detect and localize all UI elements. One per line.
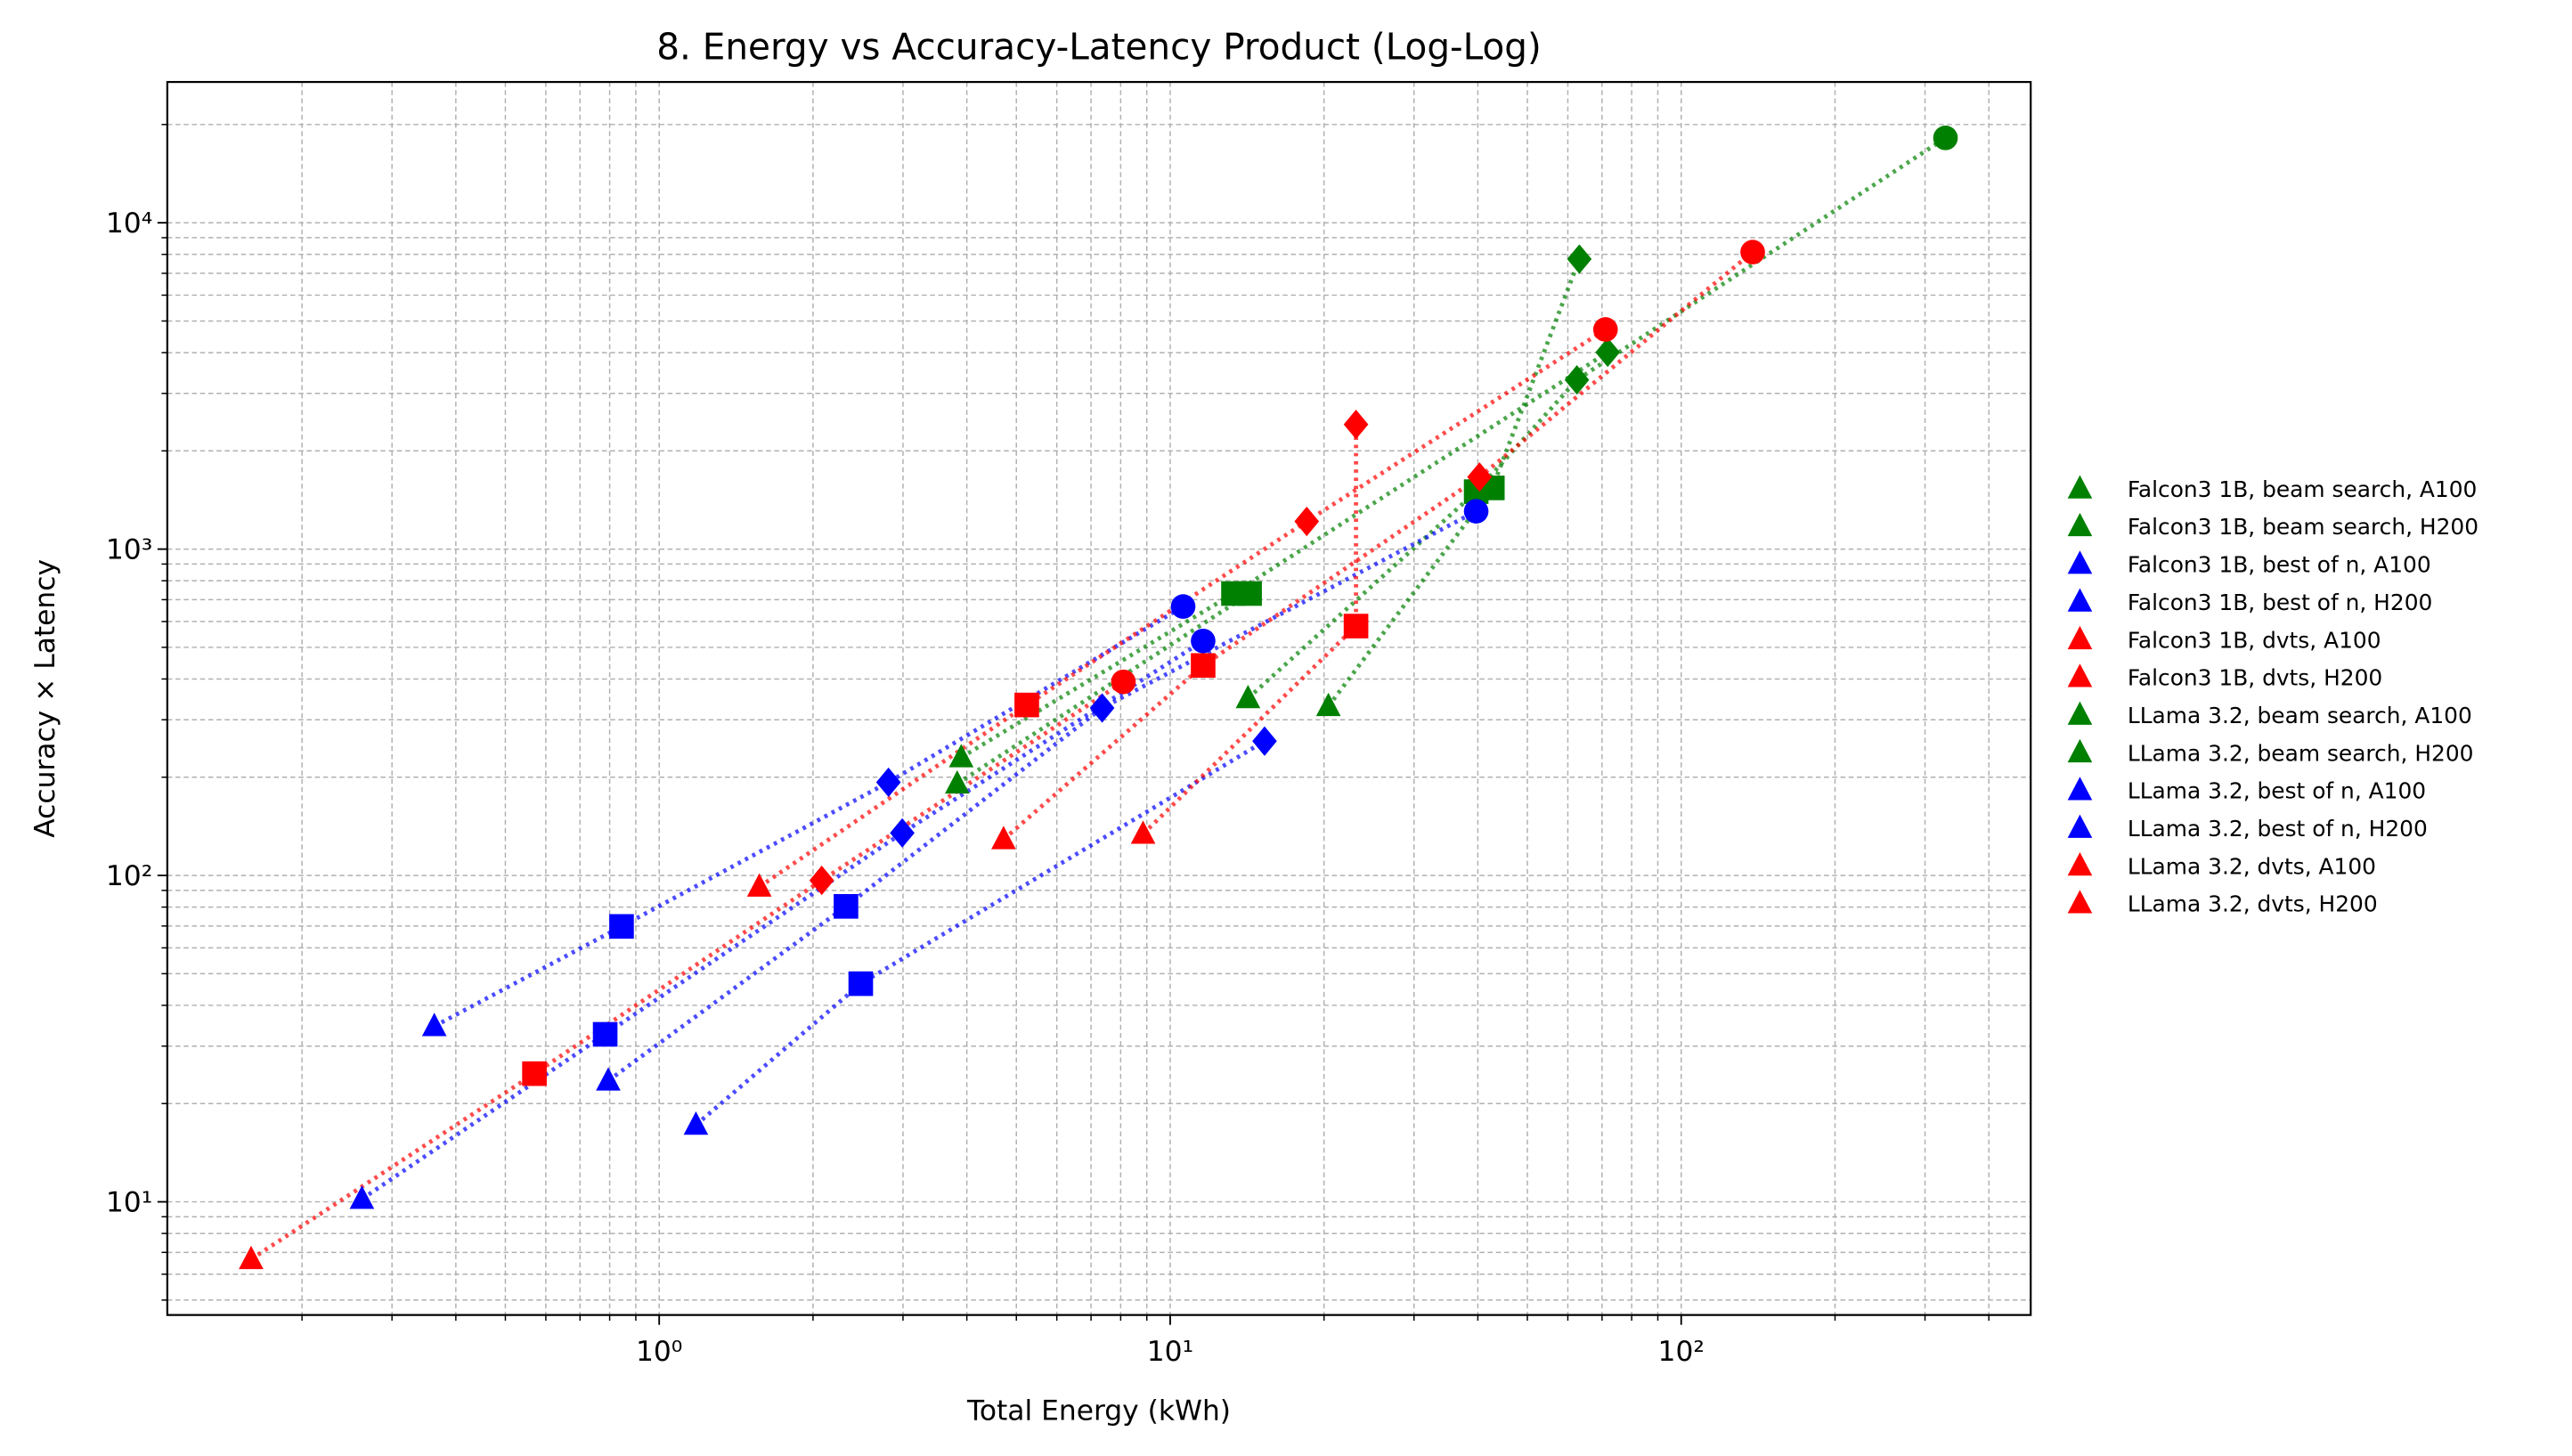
legend-label: LLama 3.2, beam search, H200 — [2128, 740, 2474, 766]
legend-marker — [2067, 738, 2093, 763]
series-line — [606, 509, 1477, 1083]
x-tick-label: 10² — [1658, 1336, 1705, 1368]
marker — [848, 971, 874, 996]
y-axis-label: Accuracy × Latency — [29, 559, 61, 838]
legend-marker — [2067, 663, 2093, 687]
marker — [1467, 462, 1493, 492]
marker — [1252, 726, 1277, 756]
x-tick-label: 10⁰ — [636, 1336, 682, 1368]
marker — [1933, 126, 1958, 150]
legend-label: LLama 3.2, best of n, A100 — [2128, 778, 2426, 804]
marker — [1170, 594, 1196, 619]
marker — [592, 1021, 618, 1047]
marker — [890, 817, 915, 848]
marker — [1014, 692, 1039, 718]
marker — [1130, 820, 1156, 844]
legend-label: Falcon3 1B, best of n, H200 — [2128, 590, 2432, 615]
marker — [1463, 499, 1489, 524]
marker — [1089, 693, 1115, 723]
marker — [991, 826, 1016, 850]
legend-label: Falcon3 1B, dvts, A100 — [2128, 627, 2381, 653]
marker — [746, 873, 772, 897]
marker — [1343, 614, 1369, 639]
series-line — [249, 679, 1125, 1262]
marker — [1343, 410, 1369, 440]
marker — [1315, 692, 1341, 717]
marker — [1567, 244, 1592, 274]
chart-title: 8. Energy vs Accuracy-Latency Product (L… — [656, 25, 1542, 68]
marker — [596, 1067, 621, 1091]
series-line — [956, 591, 1251, 786]
legend-marker — [2067, 625, 2093, 650]
marker — [1191, 628, 1216, 654]
plot-frame — [166, 80, 2032, 1316]
marker — [349, 1185, 375, 1209]
marker — [609, 914, 634, 939]
marker — [683, 1111, 709, 1135]
legend-label: LLama 3.2, best of n, H200 — [2128, 816, 2428, 842]
legend-marker — [2067, 475, 2093, 499]
marker — [1237, 581, 1262, 606]
x-tick-label: 10¹ — [1147, 1336, 1193, 1368]
series-line — [1326, 258, 1582, 708]
legend-marker — [2067, 851, 2093, 876]
marker — [1592, 317, 1618, 342]
legend-label: LLama 3.2, beam search, A100 — [2128, 703, 2472, 728]
legend-label: LLama 3.2, dvts, A100 — [2128, 853, 2376, 879]
legend-marker — [2067, 890, 2093, 914]
marker — [239, 1245, 264, 1270]
legend-label: Falcon3 1B, beam search, A100 — [2128, 476, 2478, 502]
legend-marker — [2067, 701, 2093, 725]
marker — [809, 866, 834, 896]
x-axis-label: Total Energy (kWh) — [966, 1395, 1231, 1427]
marker — [522, 1061, 547, 1086]
marker — [834, 894, 859, 919]
legend-marker — [2067, 512, 2093, 537]
series-line — [361, 639, 1205, 1201]
y-tick-label: 10² — [106, 860, 152, 892]
legend-marker — [2067, 814, 2093, 838]
series-line — [1002, 250, 1754, 842]
legend-marker — [2067, 588, 2093, 612]
marker — [1235, 684, 1261, 709]
legend-label: Falcon3 1B, dvts, H200 — [2128, 665, 2382, 691]
legend-marker — [2067, 777, 2093, 801]
marker — [944, 769, 970, 794]
y-tick-label: 10³ — [106, 534, 152, 566]
marker — [1111, 669, 1136, 695]
y-tick-label: 10¹ — [106, 1187, 152, 1219]
legend-label: Falcon3 1B, beam search, H200 — [2128, 514, 2478, 540]
legend-marker — [2067, 550, 2093, 574]
y-tick-label: 10⁴ — [106, 207, 152, 240]
marker — [1740, 240, 1765, 264]
legend-label: Falcon3 1B, best of n, A100 — [2128, 552, 2431, 578]
legend-label: LLama 3.2, dvts, H200 — [2128, 891, 2378, 917]
marker — [1595, 338, 1621, 368]
marker — [1191, 653, 1216, 679]
marker — [421, 1013, 447, 1037]
marker — [948, 744, 974, 768]
series-line — [433, 605, 1184, 1029]
marker — [1294, 506, 1320, 537]
